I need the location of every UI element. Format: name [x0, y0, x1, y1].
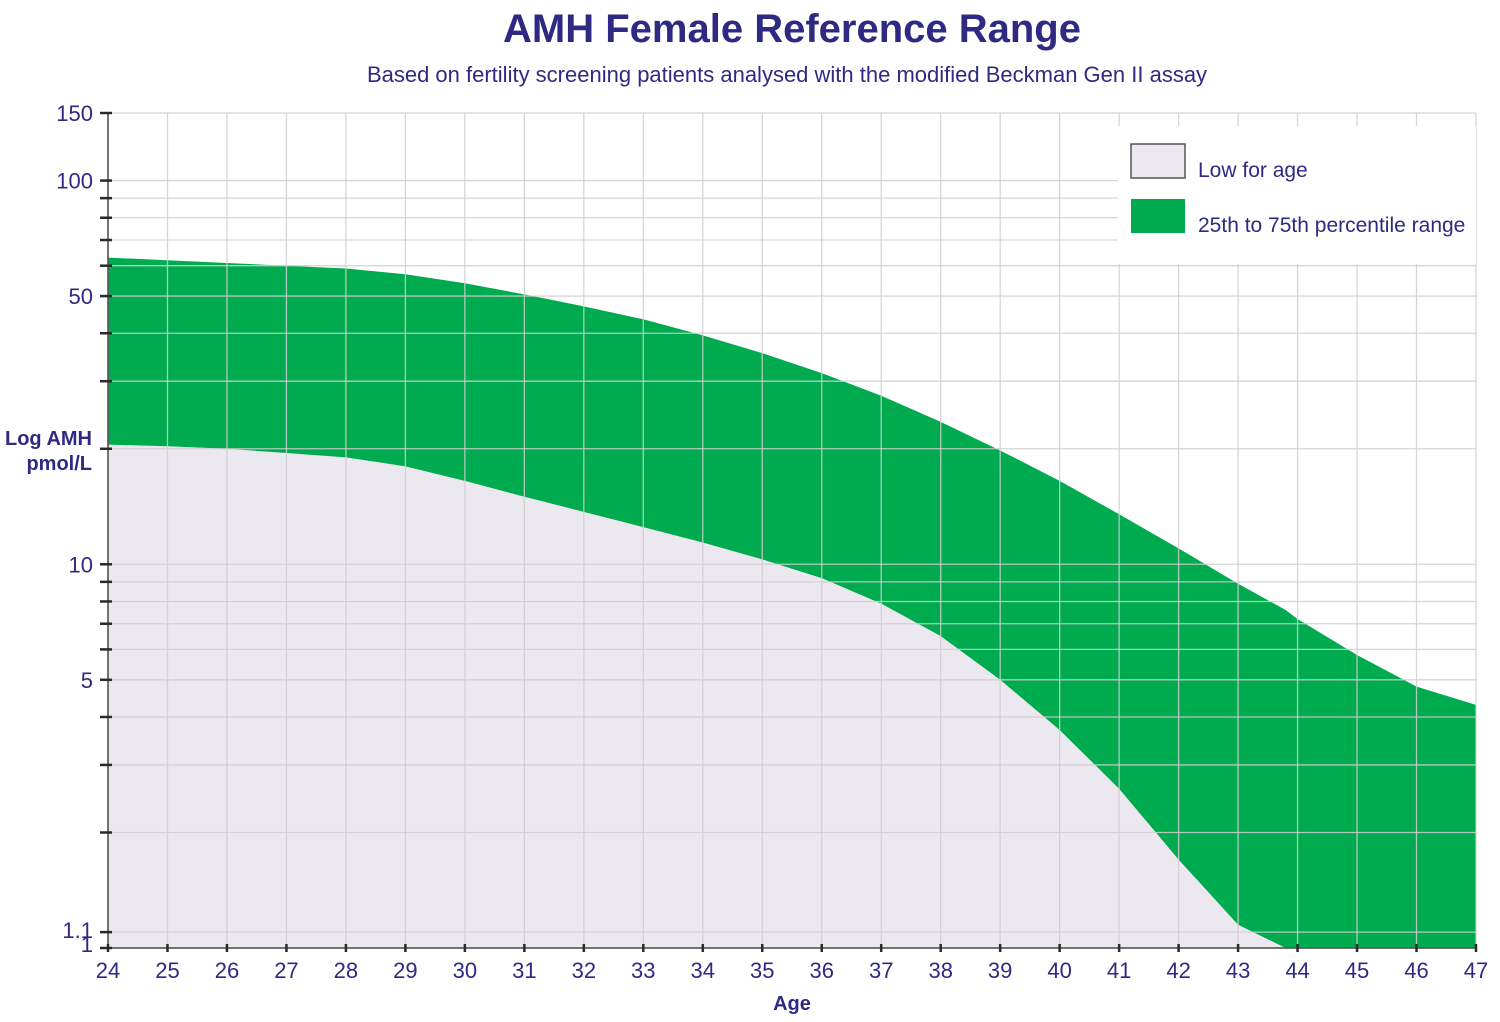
x-tick-label: 27	[274, 958, 298, 983]
area-low-for-age	[108, 444, 1476, 948]
x-tick-label: 33	[631, 958, 655, 983]
chart-subtitle: Based on fertility screening patients an…	[367, 62, 1207, 87]
legend: Low for age 25th to 75th percentile rang…	[1118, 126, 1476, 264]
legend-label-percentile-range: 25th to 75th percentile range	[1198, 214, 1465, 237]
x-tick-label: 41	[1107, 958, 1131, 983]
x-tick-label: 28	[334, 958, 358, 983]
x-tick-label: 43	[1226, 958, 1250, 983]
x-tick-label: 26	[215, 958, 239, 983]
y-tick-label: 1	[81, 932, 93, 957]
y-axis-label-line-1: Log AMH	[5, 428, 92, 450]
x-tick-label: 29	[393, 958, 417, 983]
x-tick-label: 44	[1285, 958, 1309, 983]
x-axis-label: Age	[773, 993, 811, 1015]
y-tick-label: 10	[69, 552, 93, 577]
x-tick-label: 42	[1166, 958, 1190, 983]
x-tick-label: 31	[512, 958, 536, 983]
x-tick-label: 37	[869, 958, 893, 983]
data-areas	[108, 257, 1476, 949]
y-axis-label-line-2: pmol/L	[26, 453, 92, 475]
x-tick-label: 38	[928, 958, 952, 983]
x-tick-label: 46	[1404, 958, 1428, 983]
legend-swatch-low-for-age	[1130, 143, 1186, 179]
x-tick-label: 39	[988, 958, 1012, 983]
area-percentile-range	[108, 257, 1476, 949]
x-tick-label: 30	[453, 958, 477, 983]
y-tick-label: 150	[56, 101, 93, 126]
x-tick-label: 36	[809, 958, 833, 983]
x-tick-label: 34	[691, 958, 715, 983]
x-tick-label: 47	[1464, 958, 1488, 983]
x-tick-label: 45	[1345, 958, 1369, 983]
chart-title: AMH Female Reference Range	[503, 7, 1081, 51]
y-tick-label: 1.1	[62, 918, 93, 943]
y-tick-label: 100	[56, 169, 93, 194]
legend-swatch-percentile-range	[1131, 199, 1185, 233]
y-tick-label: 5	[81, 668, 93, 693]
x-tick-label: 32	[572, 958, 596, 983]
axes	[100, 111, 1478, 952]
x-tick-label: 24	[96, 958, 120, 983]
legend-label-low-for-age: Low for age	[1198, 159, 1308, 182]
x-tick-label: 25	[155, 958, 179, 983]
x-tick-labels: 24 25 26 27 28 29 30 31 32 33 34 35 36 37 38 39 40 41 42 43…	[96, 958, 1488, 983]
x-tick-label: 35	[750, 958, 774, 983]
x-tick-label: 40	[1047, 958, 1071, 983]
y-tick-labels: 11.1 5 10 50 100 150	[56, 101, 93, 957]
y-tick-label: 50	[69, 284, 93, 309]
